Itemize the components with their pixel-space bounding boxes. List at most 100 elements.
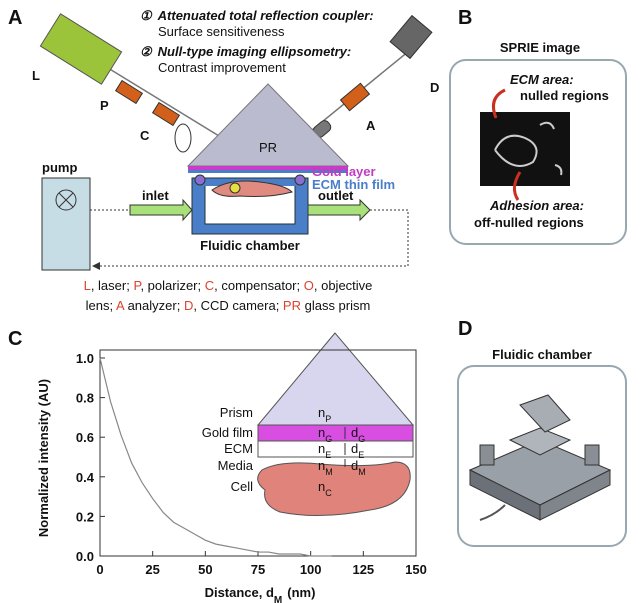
note-sub: Surface sensitiveness [158,24,285,39]
inset-ecm [258,441,413,457]
inset-index-base: n [318,458,325,473]
legend-text: analyzer; [124,298,184,313]
y-tick-label: 0.0 [76,549,94,564]
nucleus [230,183,240,193]
x-axis-label-text: Distance, d [205,585,274,600]
component-label: C [140,128,150,143]
outlet-arrow [308,200,370,220]
inset-layer-label: Gold film [202,425,253,440]
x-tick-label: 75 [251,562,265,577]
y-axis-label: Normalized intensity (AU) [36,379,51,537]
note-head: Null-type imaging ellipsometry: [158,44,352,59]
legend-text: , objective [314,278,373,293]
o-ring [295,175,305,185]
legend-text: , compensator; [214,278,304,293]
annotation: Adhesion area: [489,198,584,213]
laser [40,14,121,84]
note-sub: Contrast improvement [158,60,286,75]
x-axis-label-unit: (nm) [287,585,315,600]
panel-label: C [8,328,22,350]
inset-index-sub: M [325,467,333,477]
y-tick-label: 0.2 [76,509,94,524]
inset-prism [258,333,413,425]
inset-thickness-sub: G [358,434,365,444]
inset-thickness-sub: E [358,450,364,460]
inset-layer-label: ECM [224,441,253,456]
inset-thickness-base: d [351,425,358,440]
legend-text: , polarizer; [140,278,204,293]
inset-index-base: n [318,425,325,440]
note-head: Attenuated total reflection coupler: [157,8,374,23]
panel-a: ① Attenuated total reflection coupler: Su… [32,8,439,313]
note-num: ① [140,8,153,23]
inset-thickness-base: d [351,458,358,473]
y-tick-label: 0.4 [76,470,95,485]
x-tick-label: 125 [352,562,374,577]
component-label: L [32,68,40,83]
legend-line: lens; A analyzer; D, CCD camera; PR glas… [86,298,371,313]
component-label: A [366,118,376,133]
inset-gold [258,425,413,441]
sprie-image [480,112,570,186]
panel-label: B [458,7,472,29]
inset-index-base: n [318,441,325,456]
page: A B C D ① Attenuated total reflection cou… [0,0,640,603]
note: ① Attenuated total reflection coupler: [140,8,374,23]
panel-title: SPRIE image [500,40,580,55]
fluidics-label: pump [42,160,77,175]
camera [390,16,432,59]
note: ② Null-type imaging ellipsometry: [140,44,351,59]
inset-index-sub: P [325,414,331,424]
panel-label: D [458,318,472,340]
inset-index-sub: G [325,434,332,444]
legend-text: , laser; [91,278,134,293]
x-tick-label: 25 [145,562,159,577]
inset-index-sub: E [325,450,331,460]
post [585,445,599,465]
y-tick-label: 0.6 [76,430,94,445]
legend-text: lens; [86,298,116,313]
y-tick-label: 0.8 [76,391,94,406]
component-label: PR [259,140,277,155]
panel-title: Fluidic chamber [492,347,592,362]
annotation: ECM area: [510,72,574,87]
fluidics-label: outlet [318,188,354,203]
inset-thickness-sub: M [358,467,366,477]
x-axis-label-sub: M [274,595,282,603]
legend-key: D [184,298,193,313]
rotation-mark [175,124,191,152]
panel-d: Fluidic chamber [458,347,626,546]
x-tick-label: 50 [198,562,212,577]
legend-key: PR [283,298,301,313]
annotation: off-nulled regions [474,215,584,230]
panel-b: SPRIE image ECM area: nulled regions Adh… [450,40,626,244]
inset-thickness-base: d [351,441,358,456]
panel-c: Normalized intensity (AU) Distance, dM(n… [36,333,427,603]
inset-index-sub: C [325,488,332,498]
x-tick-label: 100 [300,562,322,577]
figure: A B C D ① Attenuated total reflection cou… [0,0,640,603]
x-axis-label: Distance, dM (nm) [205,585,316,603]
note-num: ② [140,44,153,59]
compensator [153,103,180,126]
legend-text: glass prism [301,298,370,313]
pump [42,178,90,270]
legend-key: C [205,278,214,293]
x-tick-label: 0 [96,562,103,577]
legend-text: , CCD camera; [193,298,283,313]
legend-line: L, laser; P, polarizer; C, compensator; … [84,278,373,293]
legend-key: O [304,278,314,293]
polarizer [116,81,143,104]
component-label: P [100,98,109,113]
inset-layer-label: Media [218,458,254,473]
fluidics-label: inlet [142,188,169,203]
x-tick-label: 150 [405,562,427,577]
inset-cell [258,462,411,516]
chamber-label: Fluidic chamber [200,238,300,253]
inset-index-base: n [318,479,325,494]
component-label: D [430,80,439,95]
inset-index-base: n [318,405,325,420]
legend-key: L [84,278,91,293]
inset-layer-label: Cell [231,479,254,494]
inlet-arrow [130,200,192,220]
